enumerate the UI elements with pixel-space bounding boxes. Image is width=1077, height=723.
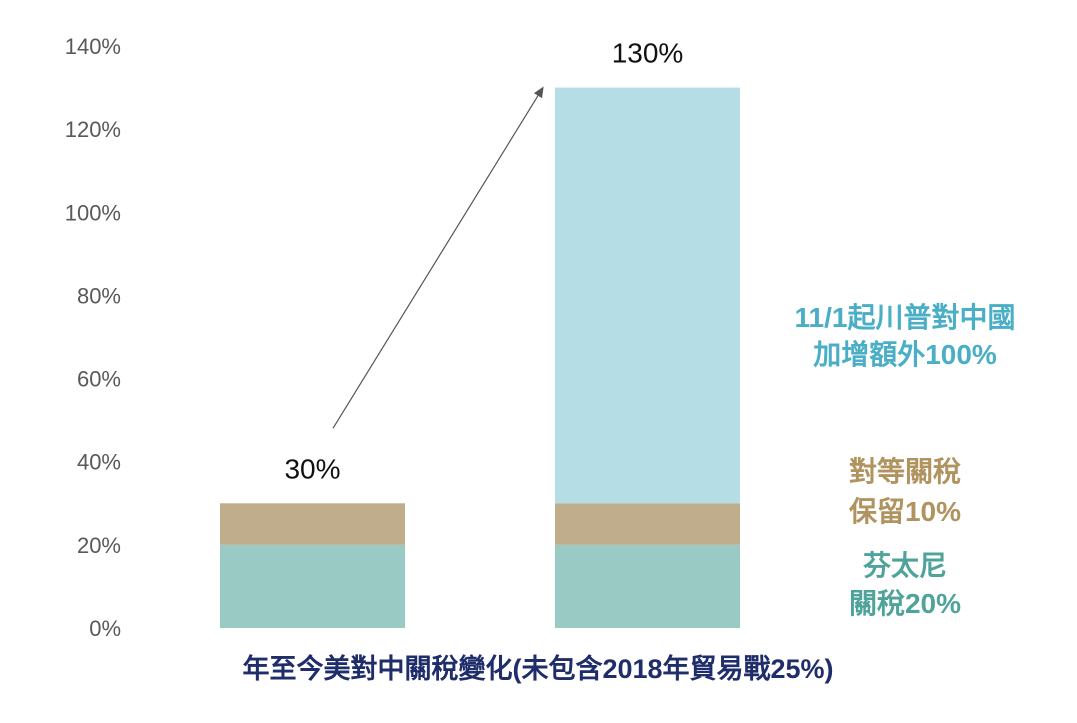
annotation-text: 關稅20% (849, 588, 961, 619)
y-tick-label: 60% (77, 367, 121, 392)
annotation-text: 對等關稅 (849, 455, 961, 487)
bar-segment (220, 503, 405, 545)
total-label: 130% (612, 38, 684, 69)
bar-segment (555, 503, 740, 545)
total-label: 30% (284, 453, 340, 484)
y-tick-label: 120% (65, 117, 121, 142)
chart-title: 年至今美對中關稅變化(未包含2018年貿易戰25%) (242, 653, 833, 684)
y-tick-label: 140% (65, 34, 121, 59)
bar-segment (555, 544, 740, 628)
annotation-text: 保留10% (849, 496, 961, 527)
y-tick-label: 100% (65, 200, 121, 225)
total-labels: 30% 130% (284, 38, 683, 485)
bar-segment (555, 87, 740, 504)
annotation-text: 11/1起川普對中國 (795, 302, 1016, 333)
y-axis: 0% 20% 40% 60% 80% 100% 120% 140% (65, 34, 121, 641)
y-tick-label: 20% (77, 533, 121, 558)
bars (220, 87, 740, 628)
annotation-text: 芬太尼 (863, 550, 947, 581)
annotation-text: 加增額外100% (813, 338, 997, 370)
y-tick-label: 80% (77, 283, 121, 308)
bar-segment (220, 544, 405, 628)
increase-arrow (332, 86, 544, 429)
y-tick-label: 0% (89, 616, 121, 641)
y-tick-label: 40% (77, 450, 121, 475)
